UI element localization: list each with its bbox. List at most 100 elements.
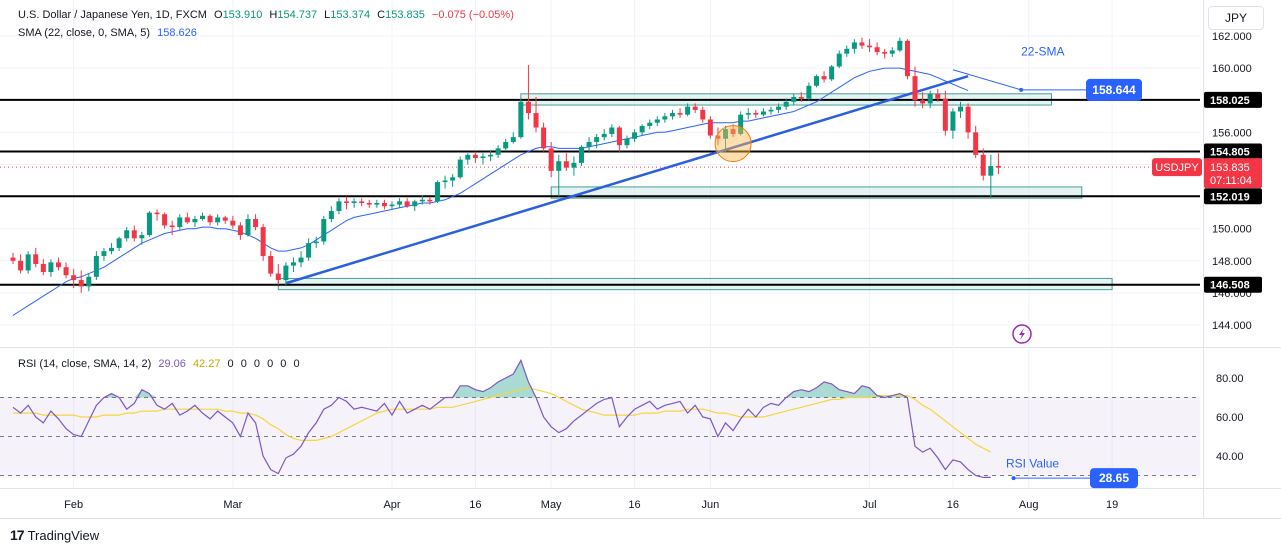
support-zone	[550, 186, 1083, 199]
candle-body	[245, 219, 251, 236]
candle	[192, 215, 198, 228]
candle	[988, 154, 994, 199]
symbol-title[interactable]: U.S. Dollar / Japanese Yen, 1D, FXCM	[18, 9, 207, 21]
sma-callout-dot	[1019, 87, 1024, 92]
lightning-icon-bolt	[1019, 328, 1025, 340]
candle-body	[760, 111, 766, 115]
candle-body	[639, 125, 645, 133]
candle	[450, 174, 456, 187]
candle-body	[434, 182, 440, 202]
candle-body	[654, 119, 660, 123]
trendline	[285, 74, 969, 285]
rsi-extra-4: 0	[280, 358, 287, 370]
candle-body	[101, 251, 107, 256]
candle	[71, 268, 77, 289]
candle	[184, 212, 190, 224]
candle-body	[685, 106, 691, 115]
candle-body	[988, 166, 994, 176]
rsi-overbought-fill	[846, 391, 855, 398]
candle-body	[616, 127, 622, 146]
candle	[753, 109, 759, 118]
rsi-overbought-fill	[816, 381, 825, 398]
candle-body	[359, 201, 365, 203]
price-tick-label: 144.000	[1212, 320, 1252, 332]
rsi-extra-1: 0	[240, 358, 247, 370]
candle	[10, 252, 16, 264]
candle	[525, 64, 531, 120]
candle-body	[48, 262, 54, 273]
candle	[776, 103, 782, 114]
candle	[230, 215, 236, 229]
candle	[86, 273, 92, 292]
rsi-overbought-fill	[467, 385, 476, 398]
candle-body	[184, 217, 190, 223]
candle-body	[995, 166, 1001, 168]
candle-body	[973, 132, 979, 155]
candle-body	[723, 129, 729, 139]
candle	[889, 47, 895, 57]
candle-body	[275, 273, 281, 281]
candle	[882, 48, 888, 59]
candle-body	[162, 214, 168, 226]
candle-body	[10, 257, 16, 261]
candle	[958, 101, 963, 118]
candle-body	[116, 238, 122, 248]
price-badge-text: 153.835	[1210, 162, 1250, 174]
candle	[829, 64, 835, 81]
rsi-overbought-fill	[490, 381, 499, 398]
candle	[669, 109, 675, 120]
candle-body	[154, 212, 160, 215]
time-tick-label: Jul	[863, 499, 877, 511]
rsi-overbought-fill	[808, 387, 817, 398]
candle-body	[601, 133, 607, 138]
candle-body	[715, 135, 721, 139]
candle	[207, 214, 213, 226]
rsi-extra-2: 0	[253, 358, 261, 370]
candle	[980, 148, 986, 181]
brand[interactable]: 17 TradingView	[10, 527, 99, 543]
candle	[783, 98, 789, 110]
currency-button[interactable]: JPY	[1208, 6, 1264, 30]
candle-body	[18, 260, 24, 271]
rsi-overbought-fill	[854, 385, 862, 398]
candle-body	[495, 148, 501, 155]
sma-label[interactable]: SMA (22, close, 0, SMA, 5)	[18, 27, 151, 39]
rsi-line	[12, 358, 991, 478]
candle-body	[882, 52, 888, 54]
symbol-badge-text: USDJPY	[1155, 162, 1199, 174]
rsi-callout-dot	[1011, 476, 1016, 481]
candle	[677, 108, 683, 118]
candle-body	[692, 106, 698, 110]
candle	[639, 124, 645, 136]
candle-body	[412, 201, 418, 207]
candle-body	[192, 219, 198, 223]
candle-body	[897, 40, 903, 51]
candle	[745, 108, 751, 120]
candle	[146, 211, 152, 237]
candle-body	[510, 137, 516, 142]
change-value: −0.075 (−0.05%)	[431, 9, 514, 21]
candle	[116, 236, 122, 252]
candle	[101, 247, 107, 261]
candle	[510, 132, 516, 144]
candle-body	[821, 76, 827, 80]
brand-name: TradingView	[27, 527, 100, 543]
price-tick-label: 160.000	[1212, 63, 1252, 75]
candle-body	[381, 202, 387, 207]
candle	[465, 153, 471, 165]
candle	[571, 156, 577, 176]
candle-body	[844, 48, 850, 54]
candle-body	[109, 247, 115, 252]
candle-body	[404, 201, 410, 207]
rsi-overbought-fill	[141, 389, 150, 398]
rsi-overbought-fill	[482, 387, 491, 398]
candle	[268, 251, 274, 277]
time-tick-label: Mar	[223, 499, 242, 511]
rsi-pane: 40.00 60.00 80.00 RSI Value 28.65	[0, 358, 1244, 489]
candle	[821, 71, 827, 83]
candle-body	[700, 109, 706, 120]
rsi-label[interactable]: RSI (14, close, SMA, 14, 2)	[18, 358, 152, 370]
